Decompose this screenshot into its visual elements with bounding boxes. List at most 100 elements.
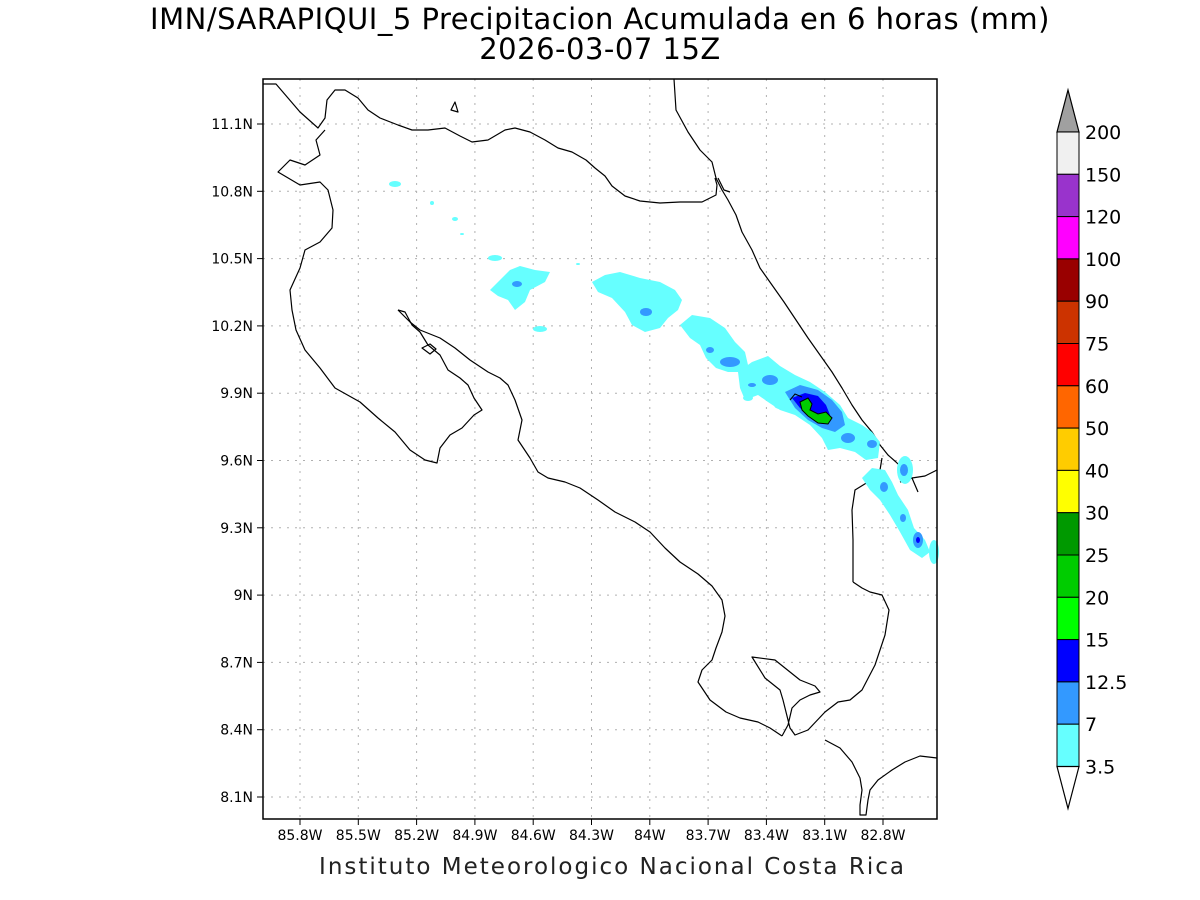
- lon-tick-label: 85.5W: [336, 828, 381, 844]
- lon-tick-label: 83.7W: [686, 828, 731, 844]
- colorbar-label: 120: [1085, 207, 1121, 229]
- precip-cell: [389, 181, 401, 187]
- precip-cell: [592, 272, 682, 332]
- lat-tick-label: 9.3N: [220, 521, 253, 537]
- colorbar-label: 60: [1085, 376, 1109, 398]
- precip-cell: [430, 201, 434, 205]
- map-valid-time: 2026-03-07 15Z: [479, 32, 721, 66]
- colorbar-label: 20: [1085, 587, 1109, 609]
- colorbar-swatch: [1056, 216, 1080, 260]
- precip-contour: [789, 393, 803, 401]
- precip-cell: [720, 357, 740, 367]
- lon-tick-label: 85.8W: [277, 828, 322, 844]
- colorbar-swatch: [1056, 469, 1080, 514]
- precip-cell: [576, 263, 580, 265]
- colorbar-label: 3.5: [1085, 757, 1115, 779]
- precip-cell: [916, 537, 920, 543]
- caribbean-coastline: [673, 78, 938, 479]
- colorbar-swatch: [1056, 512, 1080, 556]
- longitude-axis: 85.8W 85.5W 85.2W 84.9W 84.6W 84.3W 84W 83.7W 83…: [277, 819, 906, 844]
- lat-tick-label: 8.7N: [220, 655, 253, 671]
- colorbar-swatch: [1056, 258, 1080, 302]
- burica-peninsula: [824, 739, 938, 816]
- precip-cell: [799, 397, 833, 425]
- osa-peninsula: [751, 581, 890, 737]
- lat-tick-label: 10.2N: [211, 319, 253, 335]
- coastlines: [263, 78, 938, 816]
- colorbar-swatch: [1056, 639, 1080, 683]
- lon-tick-label: 84.6W: [511, 828, 556, 844]
- colorbar-swatch: [1056, 131, 1080, 175]
- caribbean-detail: [717, 177, 731, 193]
- lat-tick-label: 11.1N: [211, 117, 253, 133]
- map-title: IMN/SARAPIQUI_5 Precipitacion Acumulada …: [150, 2, 1050, 36]
- precip-cell: [533, 326, 547, 332]
- map-background: [263, 79, 937, 819]
- colorbar-label: 150: [1085, 164, 1121, 186]
- northern-coastline: [263, 83, 718, 204]
- lat-tick-label: 9N: [234, 588, 253, 604]
- colorbar-label: 7: [1085, 714, 1097, 736]
- colorbar-label: 30: [1085, 503, 1109, 525]
- colorbar-swatch: [1056, 173, 1080, 218]
- colorbar-label: 200: [1085, 122, 1121, 144]
- colorbar-swatch: [1056, 681, 1080, 725]
- central-pacific-coast: [397, 309, 783, 737]
- lon-tick-label: 84W: [634, 828, 666, 844]
- precip-cell: [841, 433, 855, 443]
- lon-tick-label: 85.2W: [394, 828, 439, 844]
- map-frame: [262, 78, 938, 820]
- nicaragua-border: [277, 129, 483, 464]
- lat-tick-label: 8.1N: [220, 790, 253, 806]
- precip-cell: [743, 395, 753, 401]
- precip-cell: [490, 266, 550, 310]
- colorbar-label: 25: [1085, 545, 1109, 567]
- precip-cell: [774, 401, 786, 409]
- precip-cell: [512, 281, 522, 287]
- precip-cell: [748, 383, 756, 387]
- lon-tick-label: 84.9W: [452, 828, 497, 844]
- colorbar-bottom-arrow: [1056, 765, 1080, 811]
- lat-tick-label: 10.5N: [211, 252, 253, 268]
- small-island: [450, 101, 459, 113]
- precip-cell: [452, 217, 458, 221]
- precip-cell: [880, 482, 888, 492]
- precip-cell: [762, 375, 778, 385]
- precip-cell: [488, 255, 502, 261]
- lat-tick-label: 8.4N: [220, 723, 253, 739]
- precip-cell: [640, 308, 652, 316]
- colorbar-label: 40: [1085, 460, 1109, 482]
- grid-lines: [263, 79, 937, 819]
- colorbar-swatch: [1056, 596, 1080, 641]
- colorbar-swatch: [1056, 723, 1080, 768]
- precip-cell: [706, 347, 714, 353]
- latitude-axis: 11.1N 10.8N 10.5N 10.2N 9.9N 9.6N 9.3N 9N 8.7N 8.…: [211, 117, 263, 806]
- precip-cell: [900, 514, 906, 522]
- colorbar-label: 50: [1085, 418, 1109, 440]
- precip-20mm: [799, 397, 833, 425]
- colorbar-swatch: [1056, 554, 1080, 598]
- lon-tick-label: 83.4W: [744, 828, 789, 844]
- lake-outline: [421, 343, 437, 355]
- map-panel: [262, 78, 939, 820]
- colorbar-label: 12.5: [1085, 672, 1127, 694]
- colorbar-label: 75: [1085, 334, 1109, 356]
- lon-tick-label: 83.1W: [802, 828, 847, 844]
- lon-tick-label: 82.8W: [860, 828, 905, 844]
- colorbar-swatch: [1056, 427, 1080, 471]
- credit-text: Instituto Meteorologico Nacional Costa R…: [319, 854, 906, 880]
- precip-cell: [460, 233, 464, 235]
- colorbar-top-arrow: [1056, 87, 1080, 133]
- colorbar: 200 150 120 100 90 75 60 50 40 30 25 20 15 12.5 7 3.5: [1056, 87, 1127, 811]
- colorbar-label: 100: [1085, 249, 1121, 271]
- colorbar-label: 15: [1085, 630, 1109, 652]
- colorbar-swatch: [1056, 385, 1080, 429]
- precip-cell: [900, 464, 908, 476]
- colorbar-swatch: [1056, 300, 1080, 345]
- precip-cell: [867, 440, 877, 448]
- colorbar-swatch: [1056, 343, 1080, 387]
- lat-tick-label: 9.9N: [220, 386, 253, 402]
- precip-cell: [862, 468, 930, 558]
- lat-tick-label: 9.6N: [220, 454, 253, 470]
